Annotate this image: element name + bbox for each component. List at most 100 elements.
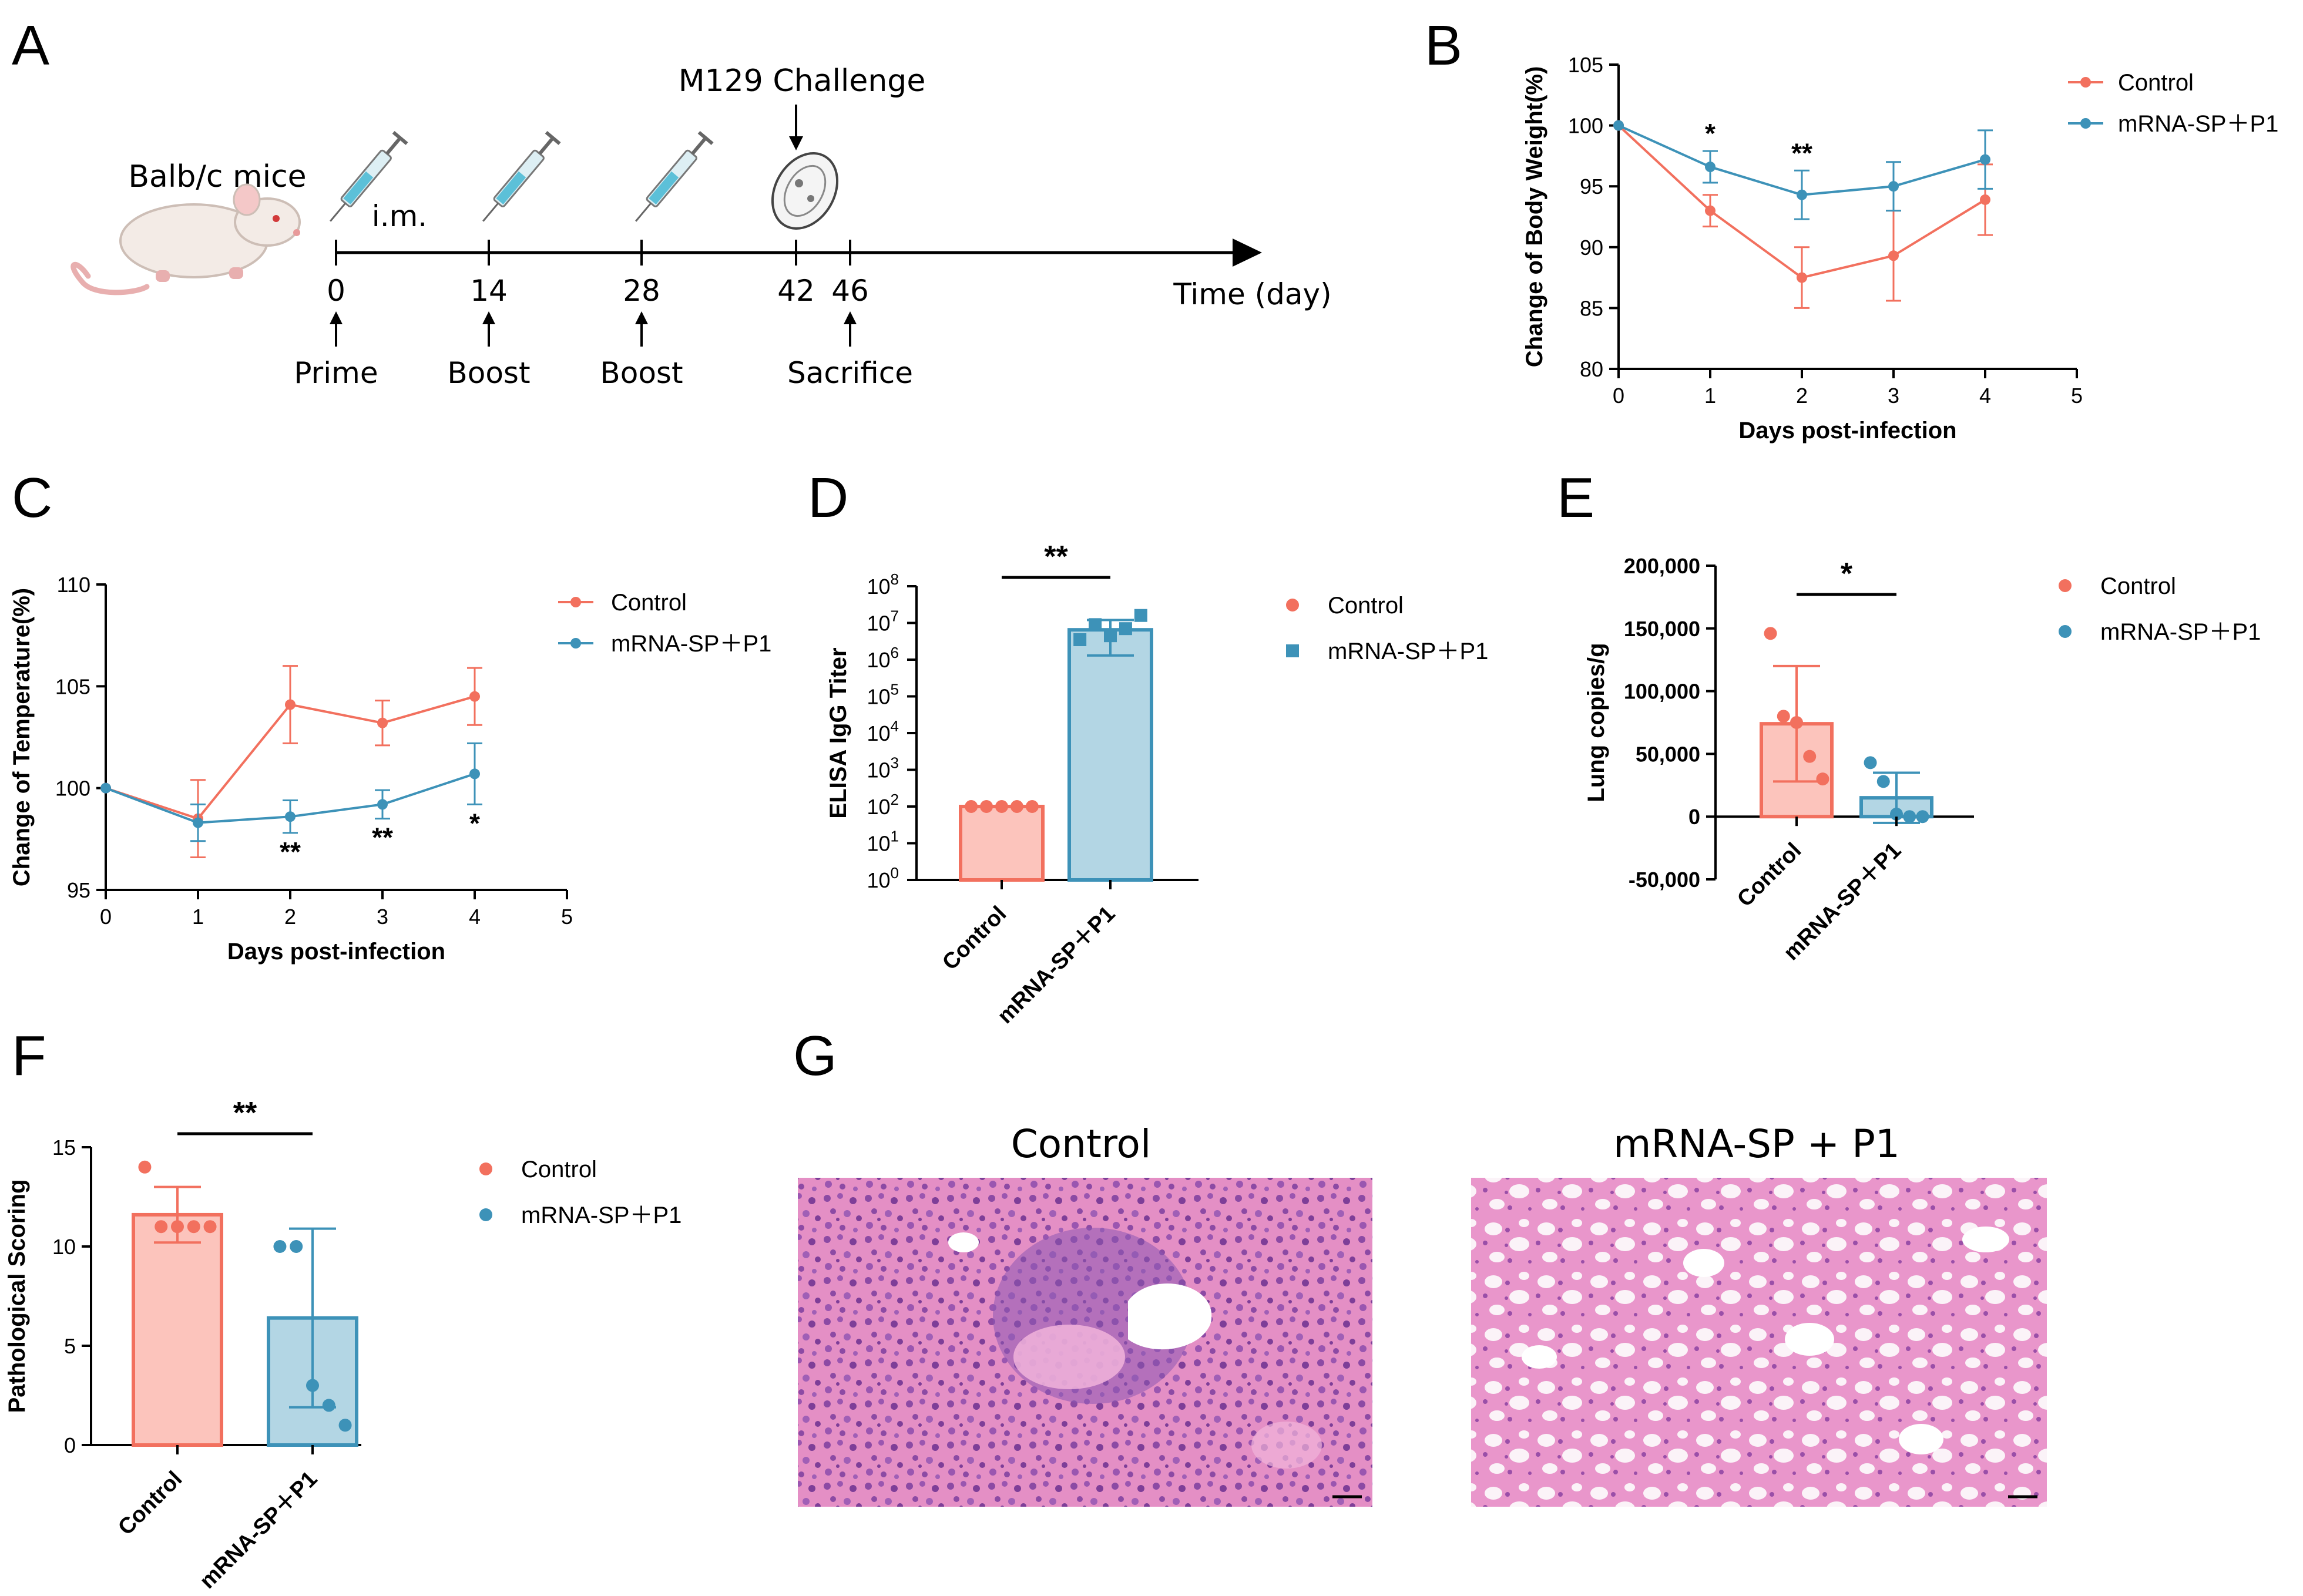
data-point (1073, 633, 1087, 646)
x-category-label: mRNA-SP＋P1 (195, 1467, 322, 1594)
x-tick-label: 5 (561, 905, 573, 929)
y-tick-label: -50,000 (1629, 868, 1700, 892)
timeline-day-label: 46 (831, 274, 869, 308)
legend-label: mRNA-SP＋P1 (2118, 111, 2278, 137)
legend-marker (570, 597, 581, 607)
y-tick-label: 102 (867, 791, 899, 819)
legend-label: mRNA-SP＋P1 (1328, 639, 1488, 664)
y-tick-label: 100,000 (1624, 680, 1700, 704)
data-point (1816, 772, 1829, 786)
legend-marker (570, 638, 581, 649)
y-tick-label: 105 (1568, 53, 1603, 77)
x-tick-label: 5 (2071, 384, 2083, 408)
timeline-event-arrowhead (330, 311, 343, 324)
y-axis-title: Change of Body Weight(%) (1522, 66, 1547, 368)
data-point (338, 1419, 352, 1432)
significance-marker: * (1705, 118, 1716, 149)
y-tick-label: 100 (55, 777, 90, 801)
significance-marker: ** (1791, 137, 1812, 168)
route-label: i.m. (372, 199, 427, 233)
significance-marker: * (1841, 557, 1853, 591)
panel-label-d: D (808, 466, 848, 529)
panel-a-timeline: Balb/c mice Time (day) i.m. M129 Challen… (70, 63, 1332, 390)
histology-left-title: Control (1011, 1121, 1152, 1167)
y-tick-label: 150,000 (1624, 617, 1700, 641)
timeline-event-arrowhead (844, 311, 857, 324)
data-point (1705, 162, 1716, 173)
x-tick-label: 0 (1613, 384, 1624, 408)
x-category-label: Control (113, 1467, 187, 1540)
timeline-event-label: Sacrifice (787, 356, 913, 390)
legend-marker (479, 1162, 492, 1175)
y-axis-title: Pathological Scoring (4, 1180, 30, 1413)
data-point (193, 817, 203, 828)
data-point (1705, 205, 1716, 216)
time-axis-arrowhead (1233, 238, 1262, 267)
x-axis-title: Days post-infection (227, 939, 445, 965)
histology-image-mrna (1471, 1178, 2047, 1507)
y-tick-label: 105 (867, 681, 899, 709)
panel-label-g: G (793, 1024, 837, 1087)
data-point (138, 1160, 152, 1174)
time-axis-label: Time (day) (1173, 277, 1331, 311)
timeline-day-label: 14 (470, 274, 508, 308)
y-tick-label: 104 (867, 717, 899, 745)
y-axis-title: Change of Temperature(%) (9, 588, 35, 886)
data-point (100, 782, 111, 794)
legend-label: mRNA-SP＋P1 (2100, 619, 2261, 645)
syringe-plunger-head (697, 130, 714, 145)
legend-label: Control (521, 1157, 597, 1182)
syringe-needle (635, 202, 652, 222)
data-point (187, 1220, 200, 1234)
x-axis-title: Days post-infection (1738, 418, 1956, 443)
y-tick-label: 108 (867, 570, 899, 599)
y-tick-label: 90 (1580, 236, 1603, 260)
legend-marker (479, 1208, 492, 1221)
pathological-score-chart: Control mRNA-SP＋P1**Pathological ScoringC… (4, 1096, 682, 1594)
y-tick-label: 110 (57, 573, 90, 597)
data-point (1864, 756, 1877, 770)
data-point (1089, 618, 1102, 631)
timeline-event-label: Boost (600, 356, 683, 390)
y-tick-label: 15 (52, 1135, 76, 1160)
data-point (469, 691, 480, 702)
y-tick-label: 101 (867, 828, 899, 856)
data-point (1010, 800, 1023, 813)
data-point (1903, 810, 1916, 824)
significance-marker: ** (233, 1096, 257, 1130)
x-tick-label: 1 (1704, 384, 1716, 408)
x-tick-label: 2 (1796, 384, 1808, 408)
histology-image-control (798, 1178, 1372, 1507)
legend-marker (1286, 644, 1299, 657)
data-point (1104, 629, 1117, 643)
syringe-needle (482, 202, 499, 222)
syringe-liquid (649, 171, 679, 205)
syringe-icon (330, 130, 408, 222)
legend-label: Control (2100, 573, 2176, 599)
data-point (1777, 710, 1790, 723)
data-point (1764, 627, 1777, 640)
panel-label-e: E (1557, 466, 1594, 529)
data-point (980, 800, 993, 813)
syringe-plunger (385, 136, 402, 155)
data-point (1916, 810, 1929, 824)
x-category-label: Control (938, 902, 1011, 975)
data-point (995, 800, 1008, 813)
y-tick-label: 105 (55, 674, 90, 698)
data-point (1888, 250, 1899, 261)
data-point (469, 768, 480, 779)
y-tick-label: 95 (1580, 174, 1603, 199)
data-point (1980, 154, 1990, 165)
data-point (1797, 189, 1807, 200)
y-tick-label: 106 (867, 644, 899, 672)
data-point (1119, 622, 1132, 636)
data-point (1790, 716, 1803, 729)
legend-label: Control (1328, 593, 1404, 619)
panel-label-c: C (12, 466, 52, 529)
timeline-day-label: 42 (777, 274, 815, 308)
y-tick-label: 80 (1580, 357, 1603, 381)
timeline-day-label: 0 (327, 274, 345, 308)
y-tick-label: 100 (1568, 114, 1603, 138)
